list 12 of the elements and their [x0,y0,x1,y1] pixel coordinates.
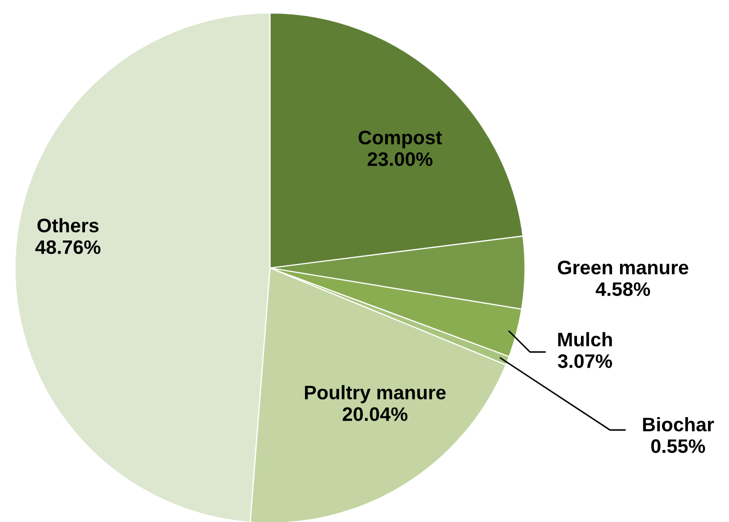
slice-label: Mulch [558,332,612,346]
data-label: 4.58% [596,282,650,296]
slice-label: Others [37,218,99,232]
slice-label: Poultry manure [304,385,446,404]
slice-label: Compost [358,130,442,148]
data-label: 23.00% [368,152,432,166]
slice-label: Green manure [558,260,688,274]
slice-label: Biochar [643,417,714,432]
data-label: 3.07% [558,354,612,368]
data-label: 0.55% [651,439,706,454]
data-label: 48.76% [35,240,100,254]
data-label: 20.04% [342,407,408,422]
